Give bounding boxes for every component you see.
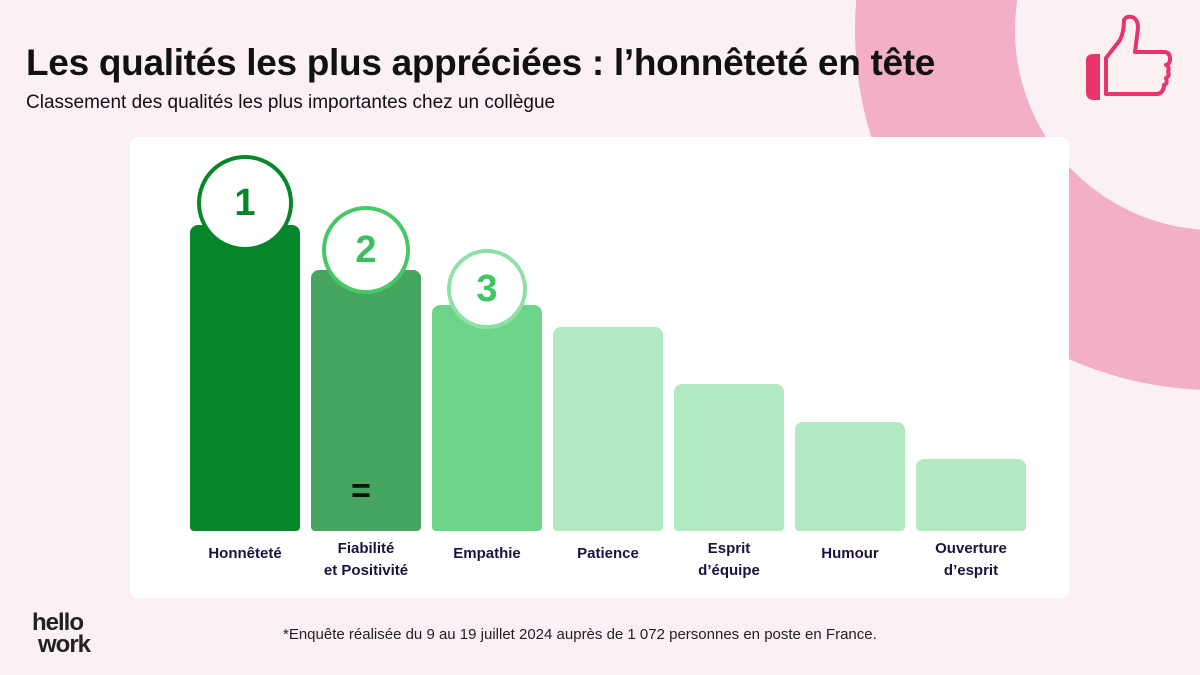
bar-6 bbox=[916, 459, 1026, 531]
bar-5 bbox=[795, 422, 905, 531]
logo-line-2: work bbox=[38, 631, 91, 658]
subtitle: Classement des qualités les plus importa… bbox=[26, 92, 556, 113]
rank-badge-1: 1 bbox=[197, 155, 293, 251]
category-label: Esprit d’équipe bbox=[698, 540, 760, 579]
footnote: *Enquête réalisée du 9 au 19 juillet 202… bbox=[283, 626, 877, 643]
bar-4 bbox=[674, 384, 784, 531]
bar-0 bbox=[190, 225, 300, 531]
category-label: Ouverture d’esprit bbox=[935, 540, 1007, 579]
decorative-arc bbox=[855, 0, 1200, 390]
bar-1 bbox=[311, 270, 421, 531]
chart-card: Honnêteté 1 Fiabilité et Positivité 2 Empath… bbox=[130, 137, 1069, 598]
rank-badge-2: 2 bbox=[322, 206, 410, 294]
bar-3 bbox=[553, 327, 663, 531]
thumbs-up-icon bbox=[1086, 14, 1172, 100]
category-label: Fiabilité et Positivité bbox=[323, 540, 409, 579]
category-label: Honnêteté bbox=[208, 545, 282, 562]
tie-marker: = bbox=[351, 472, 371, 510]
page-title: Les qualités les plus appréciées : l’hon… bbox=[26, 42, 936, 83]
category-label: Humour bbox=[821, 545, 879, 562]
hellowork-logo: hello work bbox=[32, 609, 91, 658]
logo-line-1: hello bbox=[32, 609, 84, 636]
category-label: Patience bbox=[577, 545, 639, 562]
category-label: Empathie bbox=[453, 545, 521, 562]
bar-2 bbox=[432, 305, 542, 531]
rank-badge-3: 3 bbox=[447, 249, 527, 329]
